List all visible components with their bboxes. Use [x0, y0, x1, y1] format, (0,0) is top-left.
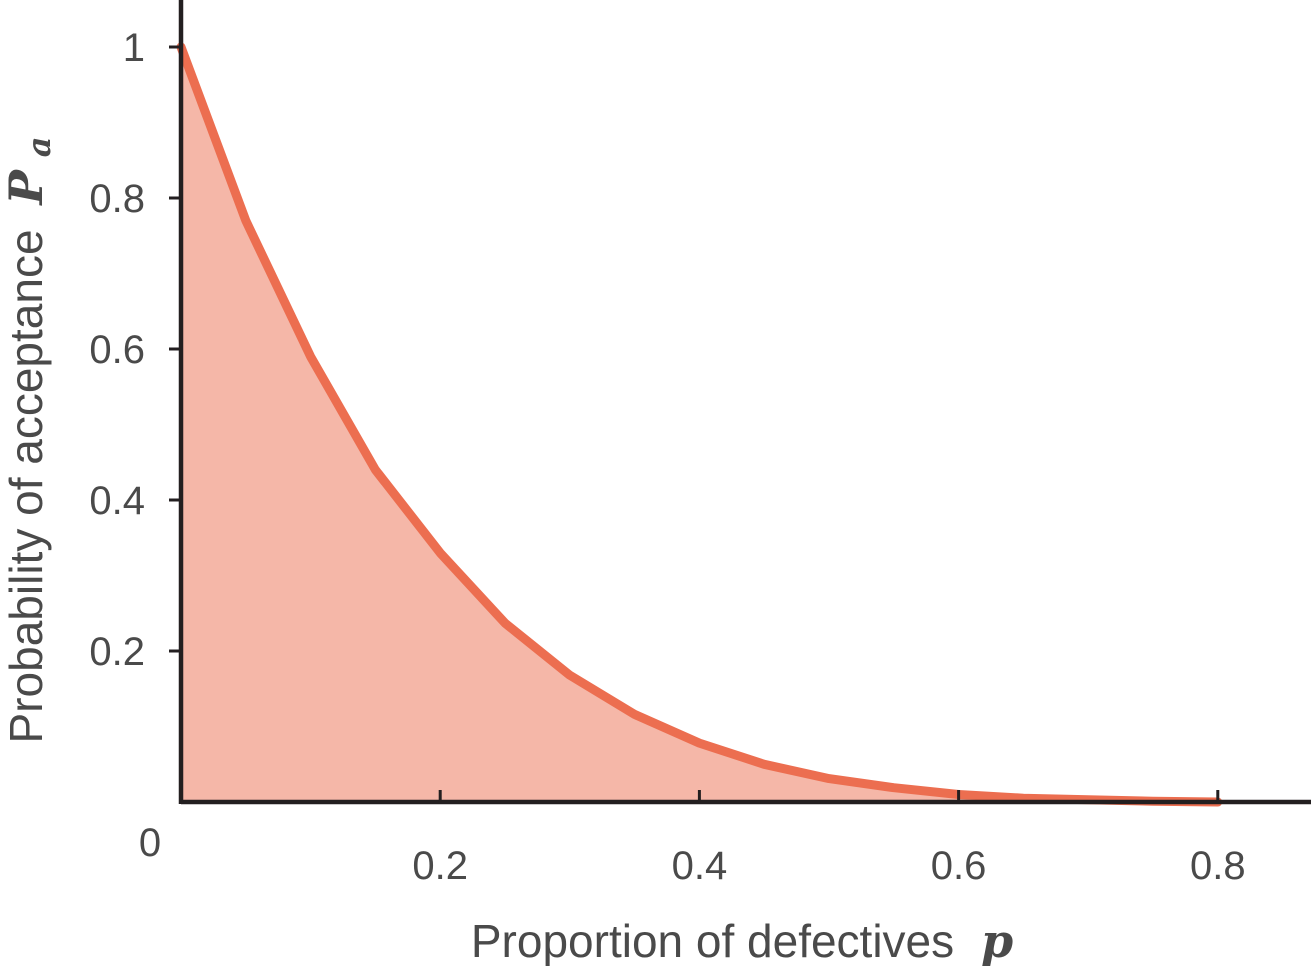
y-tick-label-0: 0.2: [89, 630, 145, 674]
plot-area: [176, 42, 1223, 807]
x-tick-label-3: 0.8: [1190, 844, 1246, 888]
x-tick-label-2: 0.6: [931, 844, 987, 888]
x-tick-label-0: 0.2: [412, 844, 468, 888]
x-axis-variable: p: [981, 914, 1013, 966]
x-axis-title-text: Proportion of defectives: [471, 915, 954, 966]
y-axis-variable: P: [0, 169, 53, 207]
y-tick-label-4: 1: [123, 26, 145, 70]
x-axis-ticks: 0.2 0.4 0.6 0.8: [412, 790, 1246, 888]
y-axis-title-text: Probability of acceptance: [0, 229, 52, 743]
origin-label: 0: [139, 821, 161, 865]
y-axis-ticks: 0.2 0.4 0.6 0.8 1: [89, 26, 181, 674]
acceptance-area-fill: [181, 47, 1218, 802]
y-tick-label-1: 0.4: [89, 479, 145, 523]
acceptance-curve-line: [176, 42, 1223, 807]
y-tick-label-2: 0.6: [89, 328, 145, 372]
y-axis-variable-subscript: a: [20, 137, 58, 158]
x-tick-label-1: 0.4: [672, 844, 728, 888]
y-tick-label-3: 0.8: [89, 177, 145, 221]
y-axis-title: Probability of acceptance P a: [0, 137, 58, 744]
x-axis-title: Proportion of defectives p: [471, 914, 1013, 966]
